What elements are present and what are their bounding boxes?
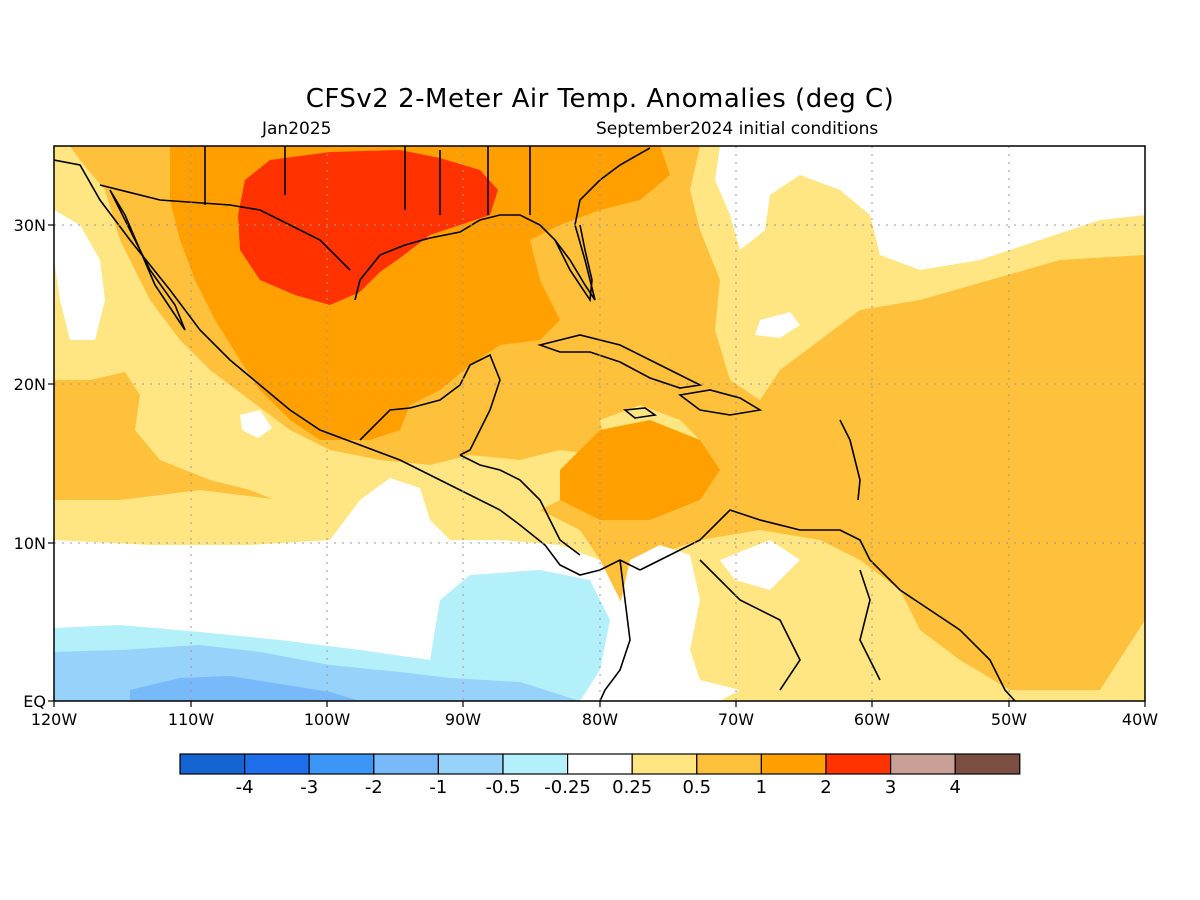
anomaly-field xyxy=(54,146,1145,701)
lon-label: 110W xyxy=(168,710,215,729)
colorbar-label: -0.5 xyxy=(485,777,520,798)
coast-cuba xyxy=(537,334,703,389)
coast-baja xyxy=(109,189,186,331)
lat-label: EQ xyxy=(23,692,46,711)
anomaly-region-1-2-caribbean xyxy=(560,420,720,520)
colorbar-swatch xyxy=(954,753,1021,775)
colorbar-label: -0.25 xyxy=(544,777,591,798)
colorbar-label: -2 xyxy=(365,777,383,798)
lon-label: 80W xyxy=(582,710,618,729)
lon-label: 60W xyxy=(854,710,890,729)
coast-florida xyxy=(554,224,593,303)
coast-mexico-gulf xyxy=(54,159,641,576)
colorbar-label: 3 xyxy=(885,777,896,798)
lon-label: 70W xyxy=(718,710,754,729)
latitude-labels: 30N 20N 10N EQ xyxy=(14,216,46,711)
lon-label: 40W xyxy=(1122,710,1158,729)
colorbar-label: 4 xyxy=(949,777,960,798)
colorbar-swatch xyxy=(631,753,698,775)
colorbar-swatch xyxy=(760,753,827,775)
anomaly-region-neutral-colombia xyxy=(600,545,740,701)
colorbar-label: -4 xyxy=(236,777,254,798)
colorbar-swatch xyxy=(566,753,633,775)
coast-gulf-south xyxy=(359,353,501,456)
colorbar-swatch xyxy=(308,753,375,775)
colorbar-swatch xyxy=(373,753,439,775)
colorbar-label: 0.25 xyxy=(612,777,652,798)
colorbar-label: -3 xyxy=(300,777,318,798)
coast-central-america xyxy=(459,454,581,556)
lat-label: 20N xyxy=(14,375,46,394)
anomaly-region-025-05-west xyxy=(54,146,620,520)
colorbar-swatch xyxy=(825,753,892,775)
grid-lines xyxy=(54,146,1145,701)
colorbar-label: 2 xyxy=(820,777,831,798)
longitude-labels: 120W 110W 100W 90W 80W 70W 60W 50W 40W xyxy=(31,710,1158,729)
anomaly-region-cool-1 xyxy=(130,676,360,701)
anomaly-region-neutral-amazon xyxy=(720,540,800,590)
border-us-mexico xyxy=(99,184,351,271)
axis-ticks xyxy=(48,224,1146,707)
initial-conditions-label: September2024 initial conditions xyxy=(596,119,879,139)
map-title: CFSv2 2-Meter Air Temp. Anomalies (deg C… xyxy=(305,84,895,114)
anomaly-region-neutral-ne xyxy=(715,146,1145,270)
colorbar-label: 1 xyxy=(756,777,767,798)
lat-label: 10N xyxy=(14,534,46,553)
colorbar-label: -1 xyxy=(429,777,447,798)
coast-colombia-pacific xyxy=(599,559,631,701)
coast-lesser-antilles xyxy=(839,419,861,501)
forecast-month: Jan2025 xyxy=(262,119,332,139)
colorbar-swatch xyxy=(889,753,956,775)
colorbar-swatch xyxy=(696,753,762,775)
coast-jamaica xyxy=(622,407,658,419)
lon-label: 90W xyxy=(445,710,481,729)
colorbar-label: 0.5 xyxy=(682,777,711,798)
anomaly-region-2-3-texas xyxy=(238,150,498,305)
lat-label: 30N xyxy=(14,216,46,235)
lon-label: 50W xyxy=(991,710,1027,729)
lon-label: 100W xyxy=(304,710,351,729)
border-venezuela xyxy=(699,559,881,691)
anomaly-region-neutral-west xyxy=(54,210,105,340)
coast-hispaniola xyxy=(678,389,763,416)
colorbar-labels: -4 -3 -2 -1 -0.5 -0.25 0.25 0.5 1 2 3 4 xyxy=(236,777,961,798)
colorbar-swatch xyxy=(179,753,246,775)
colorbar xyxy=(179,753,1021,775)
coast-texas-louisiana xyxy=(354,147,651,301)
coast-south-america xyxy=(639,509,1016,701)
colorbar-swatch xyxy=(244,753,310,775)
colorbar-swatch xyxy=(437,753,504,775)
colorbar-swatch xyxy=(502,753,569,775)
anomaly-region-neutral-isle2 xyxy=(755,312,800,338)
lon-label: 120W xyxy=(31,710,78,729)
coastlines xyxy=(54,146,1016,701)
border-states xyxy=(204,146,531,215)
anomaly-region-neutral-isle1 xyxy=(240,410,272,438)
